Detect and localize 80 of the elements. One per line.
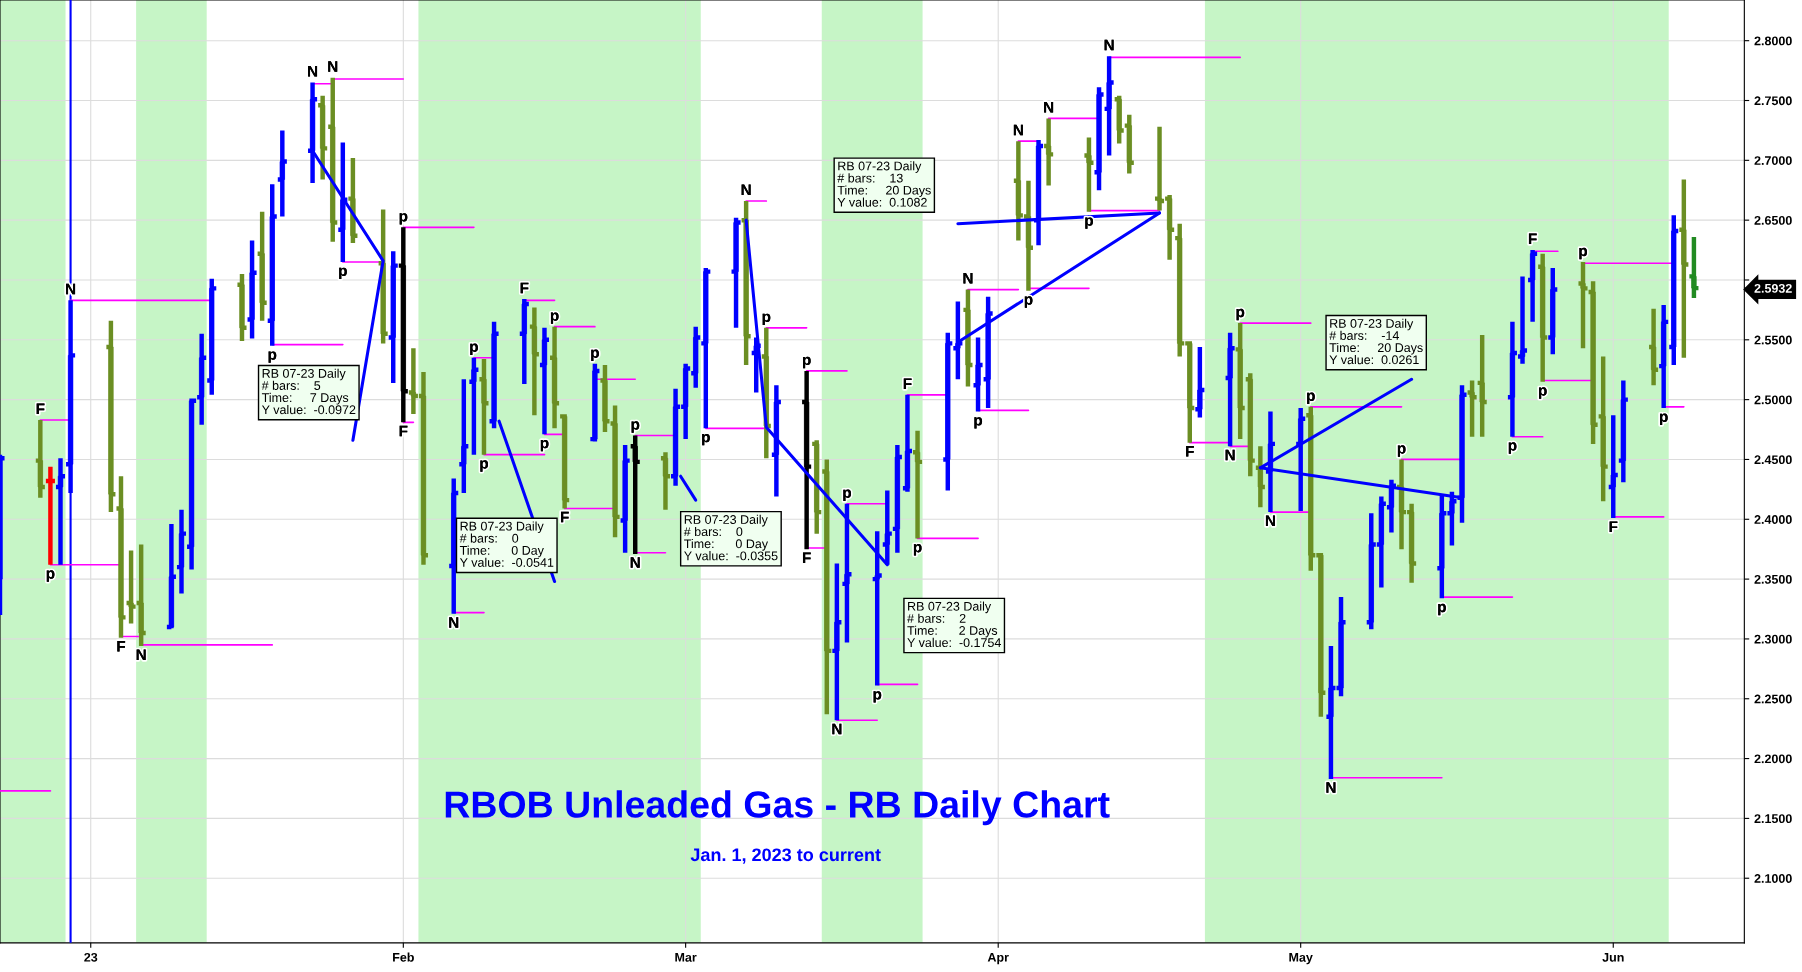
annotation: RB 07-23 Daily # bars: 0 Time: 0 Day Y value: -0.0355 [683,514,778,561]
y-tick-label: 2.3500 [1754,574,1792,584]
annotation: p [702,433,710,446]
x-tick-label: Feb [393,952,414,962]
y-tick-label: 2.4500 [1754,455,1792,465]
annotation: N [449,617,459,628]
annotation: N [1326,782,1336,793]
annotation: p [1085,217,1093,229]
annotation: F [36,403,45,415]
annotation: RB 07-23 Daily # bars: 13 Time: 20 Days Y value: 0.1082 [837,161,931,207]
annotation: p [1307,392,1315,405]
annotation: F [399,425,408,437]
x-tick-label: May [1289,953,1313,965]
annotation: p [974,417,983,429]
annotation: p [591,349,599,361]
annotation: N [741,184,751,196]
annotation: p [1539,387,1547,399]
annotation: p [762,313,771,326]
annotation: N [1225,449,1235,461]
annotation: p [540,439,549,452]
x-tick-label: Jun [1602,953,1624,962]
annotation: p [1397,445,1406,457]
y-tick-label: 2.6500 [1754,215,1792,225]
annotation: N [328,61,338,72]
annotation: N [1013,124,1023,136]
annotation: F [561,511,569,523]
y-tick-label: 2.1000 [1754,874,1792,883]
annotation: RB 07-23 Daily # bars: 2 Time: 2 Days Y value: -0.1754 [907,601,1001,648]
x-tick-label: 23 [84,952,98,962]
annotation: p [268,351,277,363]
annotation: RB 07-23 Daily # bars: -14 Time: 20 Days Y value: 0.0261 [1329,318,1423,365]
annotation: F [802,552,811,564]
annotation: N [630,557,640,568]
annotation: p [399,213,408,225]
y-tick-label: 2.2000 [1754,754,1792,764]
annotation: p [550,312,559,324]
annotation: N [832,723,842,735]
annotation: N [136,649,146,660]
annotation: F [1186,446,1194,457]
y-tick-label: 2.2500 [1754,694,1792,704]
annotation: F [1609,521,1618,532]
annotation: RB 07-23 Daily # bars: 5 Time: 7 Days Y value: -0.0972 [261,368,356,415]
annotation: p [873,691,882,703]
y-tick-label: 2.7000 [1754,156,1792,165]
annotation: F [903,378,912,389]
y-tick-label: 2.1500 [1754,814,1792,824]
annotation: p [1024,296,1033,308]
annotation: p [339,267,347,280]
annotation: p [1508,442,1517,454]
annotation: N [963,273,973,284]
annotation: p [480,460,489,472]
y-tick-label: 2.8000 [1754,36,1792,46]
annotation: N [1044,101,1054,113]
annotation: N [1265,515,1275,526]
text: Jan. 1, 2023 to current [690,848,881,864]
annotation: p [46,570,55,582]
y-tick-label: 2.5500 [1754,335,1792,345]
y-tick-label: 2.5000 [1754,395,1792,405]
text: RBOB Unleaded Gas - RB Daily Chart [445,790,1110,826]
annotation: p [802,356,811,369]
annotation: N [1104,39,1114,51]
annotation: p [470,343,478,355]
annotation: p [1579,247,1588,260]
annotation: p [1438,603,1446,616]
y-tick-label: 2.7500 [1754,96,1792,106]
annotation: N [308,66,318,77]
x-tick-label: Mar [675,953,697,962]
annotation: RB 07-23 Daily # bars: 0 Time: 0 Day Y value: -0.0541 [459,521,554,567]
annotation: p [631,421,640,433]
annotation: p [843,489,851,501]
annotation: F [1528,233,1537,245]
y-tick-label: 2.4000 [1754,515,1792,524]
x-tick-label: Apr [987,953,1009,965]
annotation: p [1660,413,1668,426]
annotation: p [913,544,922,556]
annotation: p [1236,308,1245,321]
y-tick-label: 2.3000 [1754,634,1792,644]
y-tick-label: 2.5932 [1754,283,1792,293]
annotation: F [117,641,126,652]
annotation: F [520,282,529,294]
